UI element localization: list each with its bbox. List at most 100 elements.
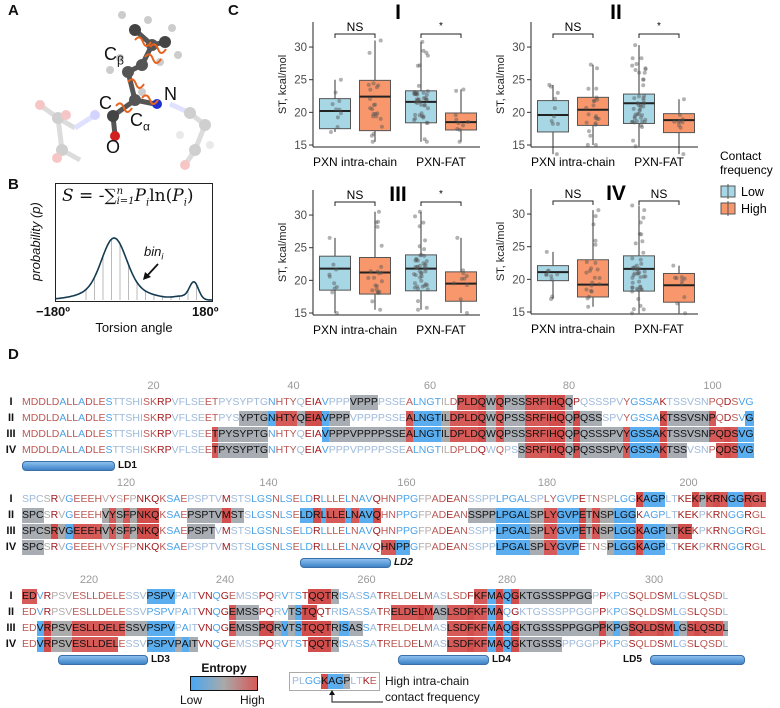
- data-point: [332, 286, 337, 291]
- data-point: [635, 271, 640, 276]
- residue: T: [191, 590, 198, 602]
- residue: A: [432, 622, 440, 634]
- data-point: [633, 43, 638, 48]
- residue: P: [146, 606, 154, 618]
- residue: S: [529, 493, 537, 505]
- residue: N: [418, 444, 427, 456]
- residue: T: [288, 590, 295, 602]
- probability-curve-line: [56, 237, 212, 301]
- residue: D: [649, 606, 658, 618]
- box-low: [405, 90, 437, 124]
- residue: S: [105, 396, 113, 408]
- data-point: [424, 97, 429, 102]
- residue: S: [232, 412, 240, 424]
- residue: N: [701, 444, 709, 456]
- data-point: [585, 142, 590, 147]
- sequence-row: EDVRPSVESLLDELESSVPSPVPAITVNQGEMSSPQRVTS…: [22, 589, 728, 604]
- residue: Y: [289, 428, 297, 440]
- residue: L: [299, 508, 306, 523]
- data-point: [632, 96, 637, 101]
- data-point: [630, 311, 635, 316]
- data-point: [630, 119, 635, 124]
- residue: G: [556, 540, 565, 555]
- residue: S: [599, 493, 607, 505]
- data-point: [366, 82, 371, 87]
- residue: N: [204, 638, 213, 650]
- data-point: [639, 113, 644, 118]
- residue: G: [678, 621, 687, 636]
- data-point: [640, 119, 645, 124]
- residue: H: [549, 427, 557, 442]
- residue: T: [253, 411, 260, 426]
- residue: G: [630, 443, 639, 458]
- residue: V: [214, 541, 222, 553]
- residue: V: [214, 493, 222, 505]
- residue: G: [584, 638, 593, 650]
- residue: S: [58, 621, 66, 636]
- residue: L: [66, 428, 73, 440]
- residue: G: [65, 509, 74, 521]
- residue: L: [523, 524, 530, 539]
- data-point: [412, 92, 417, 97]
- residue: G: [727, 525, 737, 537]
- residue: P: [536, 493, 544, 505]
- residue: K: [159, 541, 167, 553]
- residue: V: [102, 541, 110, 553]
- residue: L: [495, 508, 502, 523]
- residue: L: [92, 606, 98, 618]
- residue: R: [712, 509, 721, 521]
- residue: G: [220, 606, 229, 618]
- residue: S: [79, 590, 87, 602]
- data-point: [637, 94, 642, 99]
- residue: Q: [212, 606, 221, 618]
- residue: L: [464, 444, 471, 456]
- data-point: [632, 265, 637, 270]
- residue: P: [246, 427, 254, 442]
- panel-label-b: B: [8, 176, 19, 193]
- residue: L: [251, 493, 257, 505]
- data-point: [327, 235, 332, 240]
- residue: A: [453, 493, 461, 505]
- residue: E: [578, 524, 586, 539]
- residue: P: [356, 395, 364, 410]
- residue: S: [79, 606, 87, 618]
- residue: A: [173, 541, 181, 553]
- residue: E: [390, 605, 398, 620]
- residue: L: [643, 606, 650, 618]
- residue: V: [349, 395, 357, 410]
- residue: P: [613, 638, 621, 650]
- data-point: [418, 253, 423, 258]
- residue: S: [105, 444, 113, 456]
- residue: N: [268, 396, 276, 408]
- residue: L: [543, 493, 550, 505]
- residue: L: [397, 638, 404, 650]
- residue: M: [22, 428, 31, 440]
- data-point: [370, 288, 375, 293]
- data-point: [416, 83, 421, 88]
- residue: L: [279, 509, 286, 521]
- residue: T: [283, 396, 290, 408]
- y-axis-label: ST, kcal/mol: [277, 55, 289, 114]
- residue: R: [383, 622, 391, 634]
- residue: V: [281, 606, 289, 618]
- residue: L: [185, 428, 191, 440]
- residue: V: [281, 590, 289, 602]
- residue: S: [142, 412, 150, 424]
- residue: T: [324, 637, 332, 652]
- residue: D: [649, 621, 658, 636]
- residue: T: [208, 493, 215, 505]
- residue: A: [405, 396, 413, 408]
- residue: P: [568, 621, 576, 636]
- y-tick-label: 30: [294, 42, 307, 54]
- data-point: [413, 91, 418, 96]
- residue: P: [29, 540, 37, 555]
- residue: D: [30, 428, 39, 440]
- data-point: [586, 112, 591, 117]
- residue: S: [518, 427, 526, 442]
- atom-ca-sub: α: [143, 119, 150, 134]
- data-point: [643, 274, 648, 279]
- data-point: [338, 77, 343, 82]
- residue: G: [511, 589, 520, 604]
- residue: P: [246, 411, 254, 426]
- residue: E: [204, 396, 212, 408]
